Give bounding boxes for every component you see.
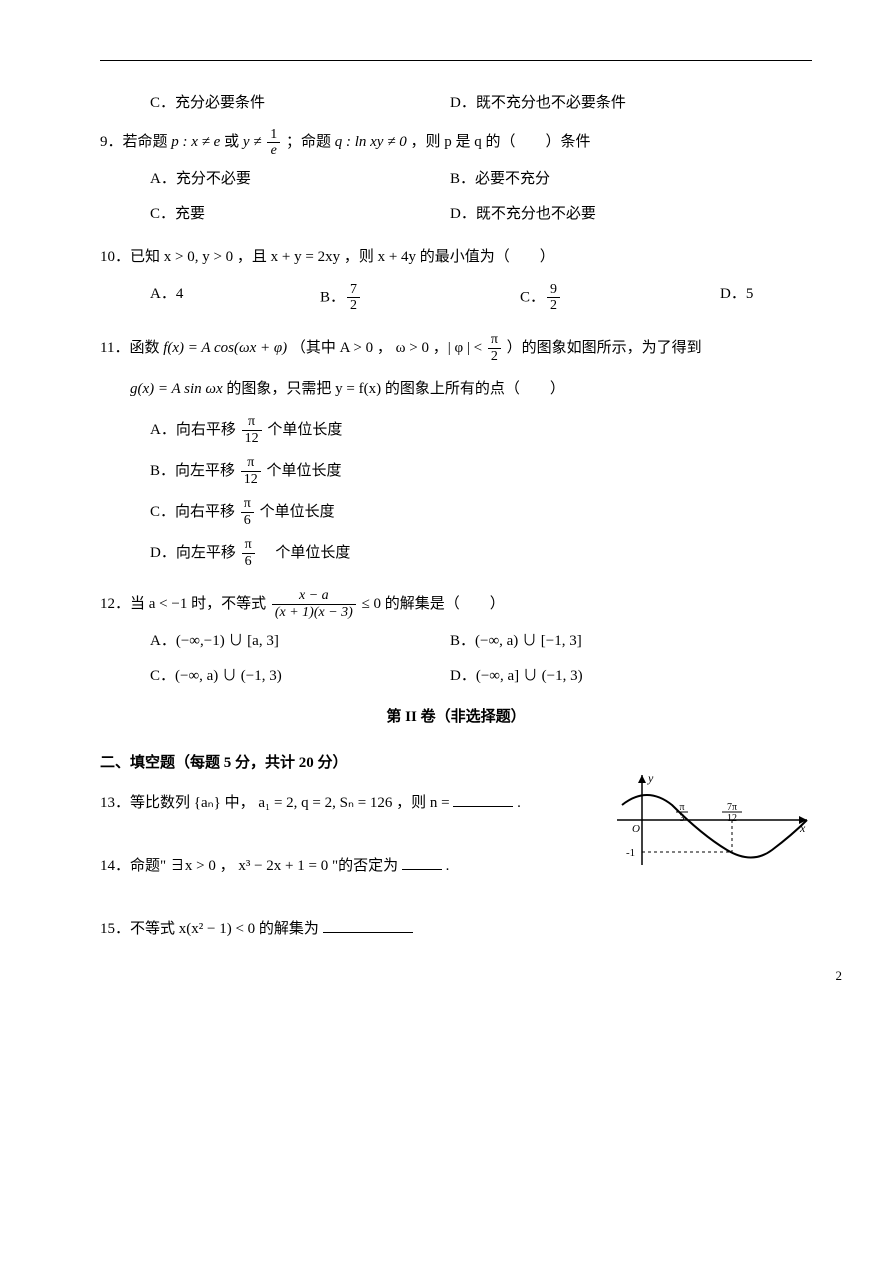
- q12-opt-a: A．(−∞,−1) ∪ [a, 3]: [150, 629, 450, 650]
- q10-c-pre: C．: [520, 289, 545, 305]
- q11-fx: f(x) = A cos(ωx + φ): [163, 340, 287, 356]
- q11-c-num: π: [241, 496, 254, 512]
- q9-opt-a: A．充分不必要: [150, 167, 450, 188]
- q10-opt-d: D．5: [720, 282, 753, 314]
- q13-set: {aₙ}: [194, 795, 221, 811]
- q11-c-den: 6: [241, 513, 254, 528]
- q12-pre: 12．当 a < −1 时，不等式: [100, 596, 270, 612]
- q9-frac-num: 1: [267, 127, 280, 143]
- q15: 15．不等式 x(x² − 1) < 0 的解集为: [100, 913, 812, 946]
- q12-fd: (x + 1)(x − 3): [272, 605, 356, 620]
- q14-tail: .: [446, 858, 450, 874]
- q11-c-tail: 个单位长度: [256, 504, 335, 520]
- q11: 11．函数 f(x) = A cos(ωx + φ) （其中 A > 0 ， ω…: [100, 332, 812, 570]
- q11-s1-pre: 11．函数: [100, 340, 163, 356]
- q9-opt-b: B．必要不充分: [450, 167, 550, 188]
- q11-s1-fn: π: [488, 332, 501, 348]
- q10-stem: 10．已知 x > 0, y > 0 ，且 x + y = 2xy ，则 x +…: [100, 249, 555, 265]
- q11-s1-tail: ）的图象如图所示，为了得到: [507, 340, 702, 356]
- q11-b-den: 12: [241, 472, 261, 487]
- section-2-title: 第 II 卷（非选择题）: [100, 705, 812, 726]
- q11-a-pre: A．向右平移: [150, 422, 240, 438]
- q11-a-den: 12: [242, 431, 262, 446]
- q12-opt-b: B．(−∞, a) ∪ [−1, 3]: [450, 629, 582, 650]
- q11-gx: g(x) = A sin ωx: [130, 381, 223, 397]
- q10-b-den: 2: [347, 298, 360, 313]
- svg-text:3: 3: [680, 813, 685, 824]
- q9-stem-pre: 9．若命题: [100, 134, 168, 150]
- q10-opt-a: A．4: [150, 282, 320, 314]
- q11-b-num: π: [241, 455, 261, 471]
- q12-tail: ≤ 0 的解集是（ ）: [362, 596, 505, 612]
- q9: 9．若命题 p : x ≠ e 或 y ≠ 1e ；命题 q : ln xy ≠…: [100, 126, 812, 223]
- q10-c-num: 9: [547, 282, 560, 298]
- q11-s2-tail: 的图象，只需把 y = f(x) 的图象上所有的点（ ）: [226, 381, 564, 397]
- fill-heading: 二、填空题（每题 5 分，共计 20 分）: [100, 751, 812, 772]
- page-number: 2: [836, 968, 843, 984]
- q14-pre: 14．命题" ∃x > 0 ， x³ − 2x + 1 = 0 "的否定为: [100, 858, 398, 874]
- q10-b-num: 7: [347, 282, 360, 298]
- q10-b-pre: B．: [320, 289, 345, 305]
- q11-d-den: 6: [242, 554, 255, 569]
- ylabel: y: [647, 771, 654, 785]
- cosine-graph: y x O -1 π 3 7π 12: [612, 770, 812, 870]
- q11-a-tail: 个单位长度: [264, 422, 343, 438]
- q9-or: 或: [224, 134, 239, 150]
- q11-d-tail: 个单位长度: [257, 545, 351, 561]
- q14-blank: [402, 854, 442, 870]
- q12: 12．当 a < −1 时，不等式 x − a(x + 1)(x − 3) ≤ …: [100, 588, 812, 685]
- q12-fn: x − a: [272, 588, 356, 604]
- q8-options: C．充分必要条件 D．既不充分也不必要条件: [150, 91, 812, 112]
- svg-text:7π: 7π: [727, 802, 737, 813]
- q9-p: p : x ≠ e: [171, 134, 220, 150]
- q11-b-pre: B．向左平移: [150, 463, 239, 479]
- q10-c-den: 2: [547, 298, 560, 313]
- q9-semi: ；命题: [286, 134, 331, 150]
- q15-pre: 15．不等式 x(x² − 1) < 0 的解集为: [100, 921, 319, 937]
- q13-mid: 中， a₁ = 2, q = 2, Sₙ = 126 ，则 n =: [225, 795, 454, 811]
- q13-tail: .: [517, 795, 521, 811]
- q9-frac-den: e: [267, 143, 280, 158]
- q10: 10．已知 x > 0, y > 0 ，且 x + y = 2xy ，则 x +…: [100, 241, 812, 314]
- ymin: -1: [626, 847, 635, 859]
- q9-q: q : ln xy ≠ 0: [335, 134, 407, 150]
- xlabel: x: [799, 821, 806, 835]
- q12-opt-c: C．(−∞, a) ∪ (−1, 3): [150, 664, 450, 685]
- q11-a-num: π: [242, 414, 262, 430]
- q11-c-pre: C．向右平移: [150, 504, 239, 520]
- q11-s1-fd: 2: [488, 349, 501, 364]
- q11-b-tail: 个单位长度: [263, 463, 342, 479]
- q12-opt-d: D．(−∞, a] ∪ (−1, 3): [450, 664, 583, 685]
- q9-tail: ，则 p 是 q 的（ ）条件: [410, 134, 590, 150]
- q9-opt-d: D．既不充分也不必要: [450, 202, 596, 223]
- top-rule: [100, 60, 812, 61]
- origin: O: [632, 823, 640, 835]
- q13-blank: [453, 791, 513, 807]
- q9-opt-c: C．充要: [150, 202, 450, 223]
- q8-opt-d: D．既不充分也不必要条件: [450, 91, 626, 112]
- svg-text:π: π: [679, 802, 684, 813]
- q11-d-num: π: [242, 537, 255, 553]
- q13-pre: 13．等比数列: [100, 795, 190, 811]
- q15-blank: [323, 917, 413, 933]
- q11-d-pre: D．向左平移: [150, 545, 240, 561]
- svg-text:12: 12: [727, 813, 737, 824]
- q9-p2-pre: y ≠: [243, 134, 265, 150]
- q8-opt-c: C．充分必要条件: [150, 91, 450, 112]
- q11-s1-mid: （其中 A > 0 ， ω > 0 ，| φ | <: [291, 340, 486, 356]
